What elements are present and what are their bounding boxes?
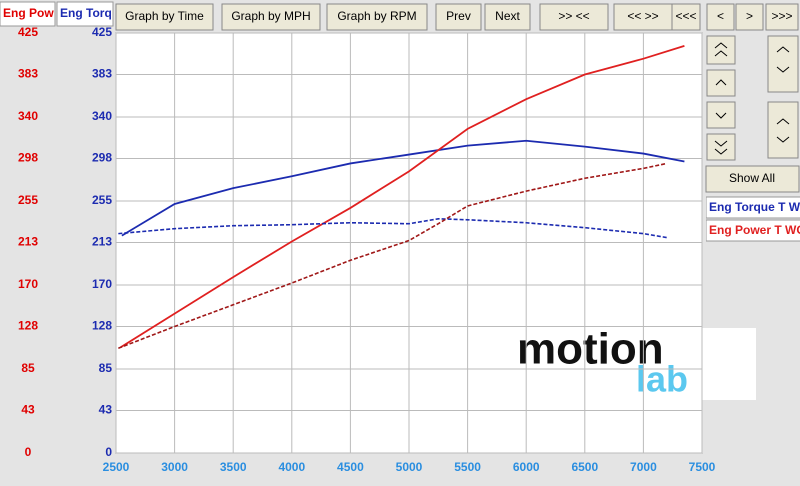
series-line [118, 217, 667, 239]
toolbar-button[interactable]: >> << [539, 3, 609, 31]
x-tick-label: 6500 [571, 460, 598, 474]
axis-header: Eng Pow [3, 6, 54, 20]
button-face [671, 3, 701, 31]
legend-entry[interactable]: Eng Power T WC [706, 219, 800, 242]
zoom-button[interactable] [767, 101, 799, 159]
logo-text: motion [517, 325, 664, 374]
y-tick-label: 213 [92, 235, 112, 249]
y2-tick-label: 255 [18, 193, 38, 207]
right-panel: Show All [705, 35, 800, 193]
y-tick-label: 298 [92, 151, 112, 165]
y2-tick-label: 298 [18, 151, 38, 165]
logo-bg [511, 328, 756, 400]
y2-tick-label: 85 [21, 361, 35, 375]
y2-tick-label: 383 [18, 67, 38, 81]
button-face [115, 3, 214, 31]
logo: motion lab [511, 325, 756, 400]
x-tick-label: 2500 [103, 460, 130, 474]
y-tick-label: 85 [99, 361, 113, 375]
legend-label: Eng Torque T WC [709, 200, 800, 214]
legend-box [706, 196, 800, 219]
button-label: Show All [729, 171, 775, 185]
series-line [121, 139, 685, 237]
button-label: <<< [675, 9, 696, 23]
y-tick-label: 170 [92, 277, 112, 291]
y2-tick-label: 213 [18, 235, 38, 249]
y2-tick-label: 340 [18, 109, 38, 123]
y2-tick-label: 43 [21, 403, 35, 417]
toolbar-button[interactable]: <<< [671, 3, 701, 31]
axis-header: Eng Torq [60, 6, 112, 20]
scroll-button[interactable] [706, 69, 736, 97]
button-label: << >> [627, 9, 658, 23]
y-tick-label: 383 [92, 67, 112, 81]
x-tick-label: 3500 [220, 460, 247, 474]
y-tick-label: 340 [92, 109, 112, 123]
button-label: > [746, 9, 753, 23]
x-tick-label: 4500 [337, 460, 364, 474]
toolbar-button[interactable]: >>> [765, 3, 799, 31]
toolbar-button[interactable]: Next [484, 3, 531, 31]
button-face [435, 3, 482, 31]
button-label: Next [495, 9, 520, 23]
x-tick-label: 6000 [513, 460, 540, 474]
header-box [56, 1, 114, 27]
button-face [221, 3, 321, 31]
y2-tick-label: 128 [18, 319, 38, 333]
series-line [118, 162, 668, 349]
button-label: Graph by Time [125, 9, 204, 23]
toolbar-button[interactable]: > [735, 3, 764, 31]
toolbar-button[interactable]: Graph by Time [115, 3, 214, 31]
x-tick-label: 7500 [689, 460, 716, 474]
show-all-button[interactable]: Show All [705, 165, 800, 193]
x-tick-label: 5500 [454, 460, 481, 474]
toolbar-button[interactable]: < [706, 3, 735, 31]
button-face [735, 3, 764, 31]
legend-entry[interactable]: Eng Torque T WC [706, 196, 800, 219]
series-line [120, 44, 685, 349]
logo-text: lab [636, 359, 688, 400]
button-face [765, 3, 799, 31]
y-tick-label: 255 [92, 193, 112, 207]
x-tick-label: 4000 [278, 460, 305, 474]
zoom-button[interactable] [767, 35, 799, 93]
x-tick-label: 5000 [396, 460, 423, 474]
y-tick-label: 43 [99, 403, 113, 417]
toolbar-button[interactable]: Prev [435, 3, 482, 31]
y2-tick-label: 0 [25, 445, 32, 459]
button-label: < [717, 9, 724, 23]
scroll-button[interactable] [706, 35, 736, 65]
button-label: Graph by RPM [337, 9, 416, 23]
scroll-button[interactable] [706, 101, 736, 129]
toolbar-button[interactable]: Graph by RPM [326, 3, 428, 31]
toolbar-button[interactable]: << >> [613, 3, 673, 31]
button-label: >> << [558, 9, 589, 23]
y2-tick-label: 170 [18, 277, 38, 291]
header-box [0, 1, 56, 27]
y2-tick-label: 425 [18, 25, 38, 39]
button-label: >>> [771, 9, 792, 23]
x-tick-label: 7000 [630, 460, 657, 474]
button-face [484, 3, 531, 31]
legend-box [706, 219, 800, 242]
button-face [706, 3, 735, 31]
legend-label: Eng Power T WC [709, 223, 800, 237]
button-face [326, 3, 428, 31]
y-tick-label: 425 [92, 25, 112, 39]
y-tick-label: 0 [105, 445, 112, 459]
scroll-button[interactable] [706, 133, 736, 161]
button-label: Graph by MPH [231, 9, 310, 23]
button-label: Prev [446, 9, 471, 23]
toolbar-button[interactable]: Graph by MPH [221, 3, 321, 31]
button-face [539, 3, 609, 31]
x-tick-label: 3000 [161, 460, 188, 474]
y-tick-label: 128 [92, 319, 112, 333]
